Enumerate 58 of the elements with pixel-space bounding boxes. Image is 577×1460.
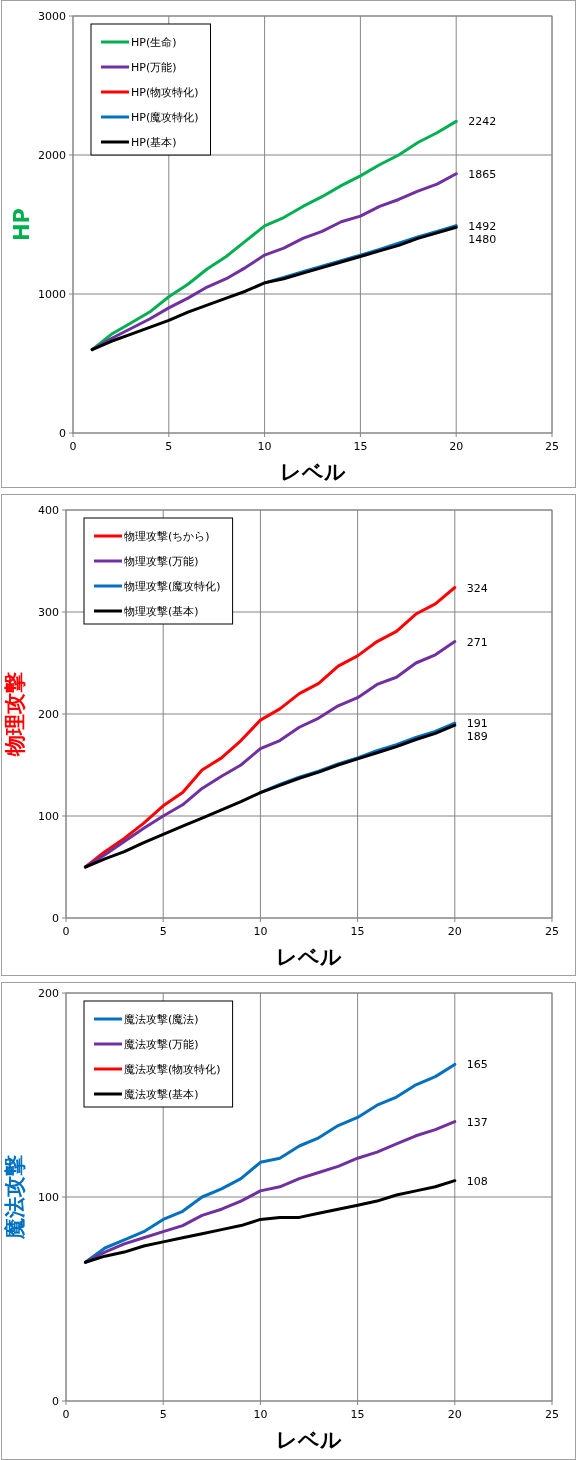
x-tick-label: 25 xyxy=(545,1408,559,1421)
y-tick-label: 2000 xyxy=(38,149,66,162)
x-tick-label: 15 xyxy=(353,440,368,453)
data-label: 271 xyxy=(466,635,488,649)
y-tick-label: 100 xyxy=(38,810,59,823)
legend-label: HP(生命) xyxy=(131,36,177,49)
y-tick-label: 0 xyxy=(52,912,59,925)
x-tick-label: 0 xyxy=(69,440,77,453)
legend-label: 物理攻撃(基本) xyxy=(124,605,199,618)
legend-label: HP(物攻特化) xyxy=(131,86,199,99)
legend-label: 物理攻撃(魔攻特化) xyxy=(124,580,221,593)
legend-label: 魔法攻撃(基本) xyxy=(124,1088,199,1101)
x-tick-label: 10 xyxy=(253,1408,268,1421)
legend-label: 魔法攻撃(物攻特化) xyxy=(124,1063,221,1076)
y-tick-label: 3000 xyxy=(38,10,66,23)
y-tick-label: 0 xyxy=(52,1395,59,1408)
data-label: 189 xyxy=(466,730,488,744)
x-tick-label: 15 xyxy=(350,925,365,938)
y-axis-title: 魔法攻撃 xyxy=(3,1155,27,1240)
legend-label: HP(基本) xyxy=(131,136,177,149)
y-tick-label: 1000 xyxy=(38,288,66,301)
x-axis-title: レベル xyxy=(276,945,342,969)
data-label: 2242 xyxy=(468,115,497,129)
y-axis-title: 物理攻撃 xyxy=(3,672,27,757)
data-label: 137 xyxy=(466,1115,488,1129)
legend-label: 物理攻撃(ちから) xyxy=(124,530,210,543)
y-tick-label: 300 xyxy=(38,606,59,619)
y-tick-label: 400 xyxy=(38,504,59,517)
y-tick-label: 200 xyxy=(38,987,59,1000)
x-tick-label: 20 xyxy=(447,925,462,938)
data-label: 191 xyxy=(466,717,488,731)
x-axis-title: レベル xyxy=(276,1428,342,1452)
data-label: 1480 xyxy=(468,232,497,246)
x-axis-title: レベル xyxy=(279,460,346,484)
x-tick-label: 10 xyxy=(257,440,272,453)
legend-label: HP(万能) xyxy=(131,61,177,74)
y-axis-title: HP xyxy=(10,208,34,241)
y-tick-label: 200 xyxy=(38,708,59,721)
x-tick-label: 25 xyxy=(545,925,559,938)
x-tick-label: 5 xyxy=(159,1408,167,1421)
x-tick-label: 20 xyxy=(447,1408,462,1421)
data-label: 324 xyxy=(466,581,488,595)
legend-label: HP(魔攻特化) xyxy=(131,111,199,124)
x-tick-label: 5 xyxy=(159,925,167,938)
legend-label: 魔法攻撃(万能) xyxy=(124,1038,199,1051)
legend-label: 魔法攻撃(魔法) xyxy=(124,1013,199,1026)
x-tick-label: 15 xyxy=(350,1408,365,1421)
x-tick-label: 20 xyxy=(449,440,464,453)
data-label: 165 xyxy=(466,1058,488,1072)
x-tick-label: 25 xyxy=(545,440,559,453)
y-tick-label: 0 xyxy=(59,427,66,440)
legend-label: 物理攻撃(万能) xyxy=(124,555,199,568)
y-tick-label: 100 xyxy=(38,1191,59,1204)
data-label: 1492 xyxy=(468,219,497,233)
x-tick-label: 5 xyxy=(165,440,173,453)
x-tick-label: 10 xyxy=(253,925,268,938)
data-label: 1865 xyxy=(468,167,497,181)
data-label: 108 xyxy=(466,1174,488,1188)
